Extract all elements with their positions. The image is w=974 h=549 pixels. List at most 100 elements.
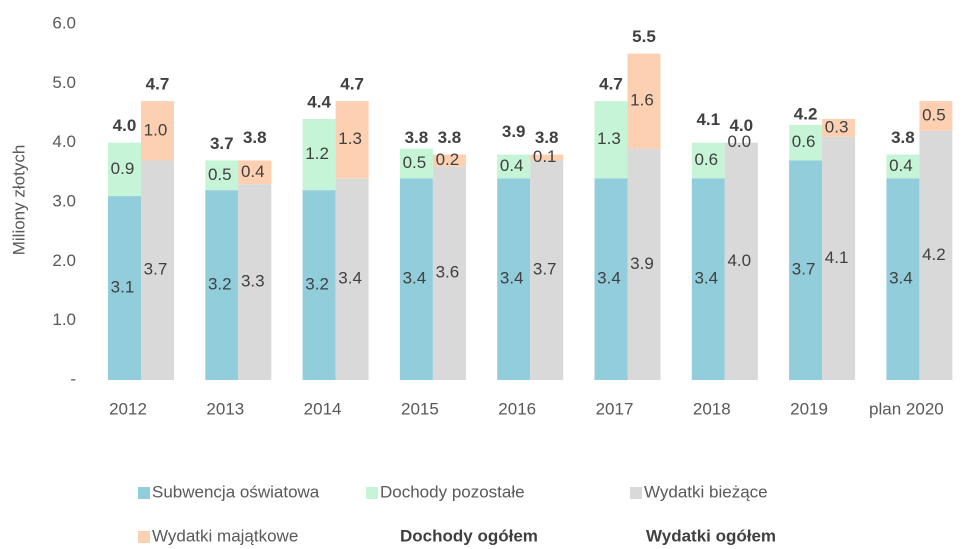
data-label: 3.2 bbox=[208, 275, 232, 294]
bar-segment bbox=[886, 178, 920, 380]
total-label: 4.2 bbox=[794, 104, 818, 123]
data-label: 0.5 bbox=[208, 165, 232, 184]
bar-segment bbox=[432, 154, 466, 167]
bar-segment bbox=[399, 178, 433, 380]
y-tick-label: 6.0 bbox=[52, 13, 76, 32]
bar-segment bbox=[238, 160, 272, 185]
data-label: 0.3 bbox=[825, 117, 849, 136]
bar-segment bbox=[789, 160, 823, 380]
data-label: 0.5 bbox=[922, 105, 946, 124]
bar-segment bbox=[789, 124, 823, 161]
total-label: 4.7 bbox=[599, 75, 623, 94]
bar-segment bbox=[691, 142, 725, 179]
x-tick-label: plan 2020 bbox=[869, 399, 944, 418]
data-label: 0.6 bbox=[694, 150, 718, 169]
total-label: 3.8 bbox=[438, 128, 462, 147]
data-label: 3.9 bbox=[630, 254, 654, 273]
bar-segment bbox=[530, 154, 564, 161]
total-label: 3.9 bbox=[502, 122, 526, 141]
bar-segment bbox=[822, 136, 856, 380]
data-label: 3.4 bbox=[500, 269, 524, 288]
total-label: 4.7 bbox=[146, 75, 170, 94]
data-label: 1.0 bbox=[144, 120, 168, 139]
data-label: 3.1 bbox=[111, 278, 135, 297]
data-label: 3.4 bbox=[694, 269, 718, 288]
data-label: 1.3 bbox=[338, 129, 362, 148]
data-label: 3.2 bbox=[305, 275, 329, 294]
data-label: 3.4 bbox=[597, 269, 621, 288]
data-label: 4.0 bbox=[727, 251, 751, 270]
legend-swatch bbox=[630, 487, 642, 499]
data-label: 0.4 bbox=[889, 156, 913, 175]
total-label: 4.7 bbox=[340, 75, 364, 94]
x-tick-label: 2019 bbox=[790, 399, 828, 418]
x-tick-label: 2013 bbox=[206, 399, 244, 418]
data-label: 4.1 bbox=[825, 248, 849, 267]
bar-segment bbox=[205, 190, 239, 380]
x-tick-label: 2016 bbox=[498, 399, 536, 418]
data-label: 1.6 bbox=[630, 91, 654, 110]
bar-segment bbox=[594, 101, 628, 179]
bar-segment bbox=[108, 196, 141, 380]
total-label: 4.4 bbox=[307, 92, 331, 111]
data-label: 3.7 bbox=[792, 260, 816, 279]
y-tick-label: 4.0 bbox=[52, 132, 76, 151]
x-tick-label: 2015 bbox=[401, 399, 439, 418]
data-label: 3.4 bbox=[403, 269, 427, 288]
bar-segment bbox=[205, 160, 239, 191]
legend-label: Dochody pozostałe bbox=[380, 482, 525, 501]
total-label: 5.5 bbox=[632, 27, 656, 46]
x-tick-label: 2012 bbox=[109, 399, 147, 418]
y-tick-label: - bbox=[70, 369, 76, 388]
legend-swatch bbox=[138, 531, 150, 543]
data-label: 0.0 bbox=[727, 132, 751, 151]
total-label: 4.0 bbox=[113, 116, 137, 135]
data-label: 3.7 bbox=[144, 260, 168, 279]
legend-label: Wydatki majątkowe bbox=[152, 526, 298, 545]
y-tick-label: 2.0 bbox=[52, 251, 76, 270]
bar-segment bbox=[919, 130, 953, 380]
total-label: 3.8 bbox=[891, 128, 915, 147]
x-tick-label: 2014 bbox=[304, 399, 342, 418]
legend-label: Subwencja oświatowa bbox=[152, 482, 320, 501]
bar-segment bbox=[302, 190, 336, 380]
bar-segment bbox=[302, 118, 336, 191]
y-tick-label: 5.0 bbox=[52, 73, 76, 92]
total-label: 3.8 bbox=[535, 128, 559, 147]
data-label: 3.7 bbox=[533, 260, 557, 279]
data-label: 0.9 bbox=[111, 159, 135, 178]
bar-segment bbox=[399, 148, 433, 179]
total-label: 3.8 bbox=[243, 128, 267, 147]
bar-segment bbox=[627, 148, 661, 380]
y-tick-label: 1.0 bbox=[52, 310, 76, 329]
data-label: 3.6 bbox=[436, 263, 460, 282]
bar-segment bbox=[627, 53, 661, 149]
x-tick-label: 2018 bbox=[693, 399, 731, 418]
legend-label: Dochody ogółem bbox=[400, 526, 538, 545]
data-label: 3.3 bbox=[241, 272, 265, 291]
legend-swatch bbox=[138, 487, 150, 499]
bar-segment bbox=[497, 178, 531, 380]
bar-segment bbox=[822, 118, 856, 137]
bar-segment bbox=[497, 154, 531, 179]
data-label: 0.4 bbox=[500, 156, 524, 175]
x-tick-label: 2017 bbox=[596, 399, 634, 418]
bar-segment bbox=[141, 160, 174, 380]
bar-segment bbox=[886, 154, 920, 179]
bar-segment bbox=[594, 178, 628, 380]
y-axis-title: Miliony złotych bbox=[9, 145, 28, 256]
total-label: 4.0 bbox=[729, 116, 753, 135]
bar-segment bbox=[724, 142, 758, 380]
y-tick-label: 3.0 bbox=[52, 191, 76, 210]
bar-segment bbox=[335, 178, 369, 380]
data-label: 1.3 bbox=[597, 129, 621, 148]
bar-segment bbox=[335, 101, 369, 179]
bar-segment bbox=[141, 101, 174, 161]
total-label: 3.7 bbox=[210, 134, 234, 153]
data-label: 4.2 bbox=[922, 245, 946, 264]
data-label: 3.4 bbox=[889, 269, 913, 288]
bar-segment bbox=[238, 184, 272, 380]
data-label: 0.4 bbox=[241, 162, 265, 181]
data-label: 0.1 bbox=[533, 147, 557, 166]
